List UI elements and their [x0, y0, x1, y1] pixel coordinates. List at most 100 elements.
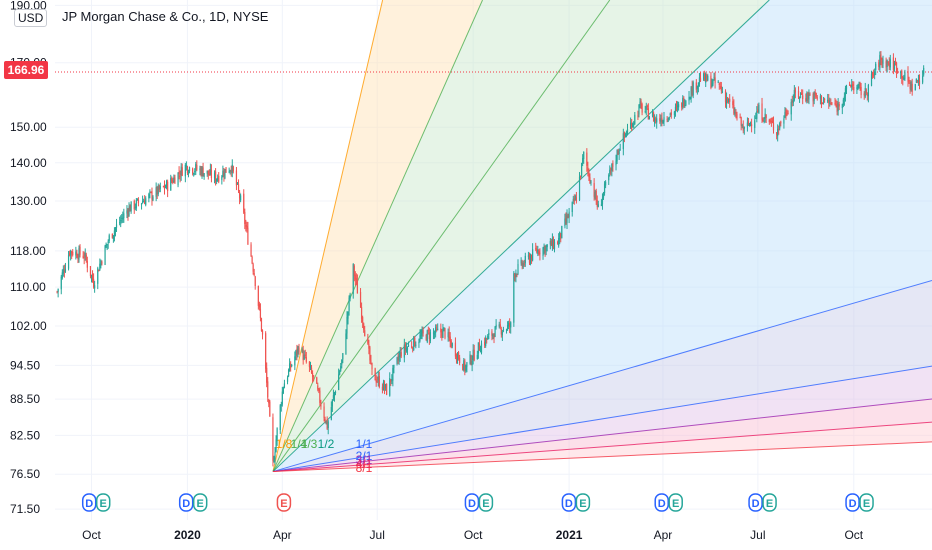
event-badge[interactable]: D	[178, 493, 194, 512]
candle-body	[732, 101, 734, 106]
candle-body	[298, 347, 300, 353]
candle-body	[845, 85, 848, 90]
candle-body	[374, 368, 376, 381]
badge-letter: D	[849, 498, 857, 510]
candle-body	[412, 347, 414, 350]
candle-body	[291, 364, 293, 367]
candle-body	[404, 344, 406, 350]
candle-body	[148, 194, 150, 199]
candle-body	[603, 183, 606, 194]
candle-body	[196, 165, 198, 170]
candle-body	[435, 327, 437, 334]
event-badge[interactable]: D	[464, 493, 480, 512]
badge-shape	[859, 493, 874, 512]
candle-body	[601, 197, 604, 205]
candle-body	[265, 333, 267, 369]
candle-body	[440, 328, 442, 333]
candle-body	[498, 324, 500, 327]
event-badge[interactable]: E	[575, 493, 591, 512]
candle-body	[571, 202, 573, 213]
event-badge[interactable]: E	[95, 493, 111, 512]
candle-body	[777, 128, 779, 137]
candle-body	[418, 342, 420, 344]
candle-body	[463, 360, 465, 371]
candle-body	[266, 367, 268, 383]
candle-body	[340, 366, 342, 371]
candle-body	[297, 346, 299, 353]
candle-body	[63, 270, 65, 272]
candle-body	[880, 54, 882, 60]
x-tick-label: Oct	[464, 528, 483, 542]
candle-body	[346, 317, 348, 334]
event-badge[interactable]: D	[654, 493, 669, 512]
candle-body	[459, 357, 461, 363]
candle-body	[221, 176, 223, 180]
event-badge[interactable]: D	[81, 493, 97, 512]
gann-fan-line	[272, 421, 932, 473]
badge-shape	[575, 493, 591, 512]
candle-body	[878, 62, 880, 67]
event-badge[interactable]: D	[845, 493, 860, 512]
candle-body	[309, 366, 312, 368]
candle-body	[170, 178, 172, 191]
candle-body	[764, 113, 766, 120]
event-badge[interactable]: D	[748, 493, 763, 512]
candle-body	[320, 404, 322, 407]
candle-body	[479, 351, 482, 353]
candle-body	[192, 168, 194, 174]
candle-body	[70, 250, 72, 256]
chart-title: JP Morgan Chase & Co., 1D, NYSE	[62, 9, 269, 24]
candle-body	[222, 170, 224, 177]
candle-body	[105, 245, 107, 248]
event-badge[interactable]: E	[478, 493, 494, 512]
candle-body	[209, 169, 211, 175]
candle-body	[367, 337, 369, 344]
candle-body	[487, 335, 489, 340]
event-badge[interactable]: E	[668, 493, 683, 512]
candle-body	[494, 326, 496, 337]
badge-shape	[845, 493, 860, 512]
candle-body	[426, 330, 428, 342]
candle-body	[640, 100, 642, 105]
candle-body	[201, 167, 203, 175]
candle-body	[703, 73, 705, 80]
candle-body	[173, 177, 175, 183]
event-badge[interactable]: E	[859, 493, 874, 512]
candle-body	[216, 178, 218, 182]
candle-body	[368, 344, 370, 349]
candle-body	[250, 244, 252, 256]
candle-body	[235, 170, 238, 186]
candle-body	[608, 175, 610, 181]
candle-body	[491, 331, 493, 336]
candle-body	[831, 102, 833, 105]
candle-body	[206, 170, 208, 174]
event-badge[interactable]: E	[276, 493, 292, 512]
candle-body	[758, 104, 760, 114]
candle-body	[202, 167, 204, 177]
candle-body	[495, 324, 497, 328]
candle-body	[133, 200, 135, 210]
candle-body	[516, 274, 518, 276]
event-badge[interactable]: D	[561, 493, 577, 512]
candle-body	[806, 93, 808, 102]
candle-body	[801, 93, 803, 95]
candle-body	[115, 224, 118, 228]
candle-body	[451, 343, 453, 347]
candle-body	[419, 335, 421, 341]
candle-body	[741, 124, 743, 127]
candle-body	[72, 251, 74, 256]
candles	[56, 51, 925, 467]
candle-body	[559, 231, 561, 240]
candle-body	[181, 167, 183, 176]
event-badge[interactable]: E	[192, 493, 208, 512]
candle-body	[207, 170, 209, 175]
candle-body	[881, 61, 883, 63]
event-badge[interactable]: E	[762, 493, 777, 512]
candle-body	[669, 113, 671, 116]
y-tick-label: 82.50	[10, 428, 40, 442]
candle-body	[403, 344, 405, 358]
gann-ratio-label: 1/3	[301, 437, 318, 451]
